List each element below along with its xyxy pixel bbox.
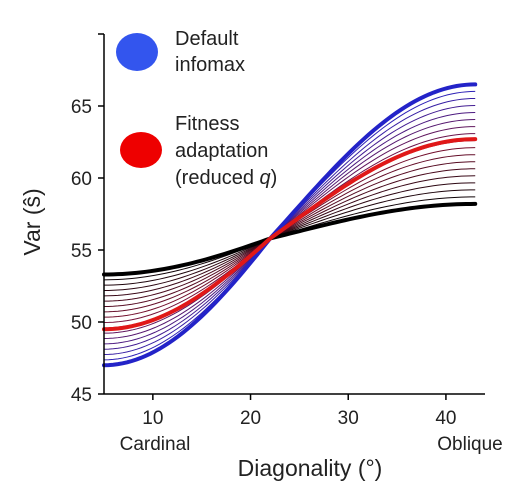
legend-label-fitness-line3: (reduced q) (175, 167, 277, 189)
x-tick-label: 40 (435, 408, 456, 429)
series-line-black (102, 201, 478, 277)
y-axis-title: Var (ŝ) (19, 188, 45, 255)
intermediate-curve (103, 112, 476, 345)
legend-marker-default-infomax (116, 33, 158, 71)
y-tick-label: 60 (71, 169, 92, 190)
legend-marker-fitness-adaptation (120, 132, 162, 168)
legend-label-fitness-line2: adaptation (175, 140, 268, 162)
legend-item-fitness-adaptation: Fitness adaptation (reduced q) (120, 113, 277, 189)
y-tick-label: 45 (71, 385, 92, 406)
legend-label-default-line2: infomax (175, 54, 245, 76)
x-tick-label: 30 (338, 408, 359, 429)
x-tick-label: 20 (240, 408, 261, 429)
intermediate-curve (103, 161, 476, 307)
x-ticks: 10 20 30 40 (142, 394, 456, 429)
legend-item-default-infomax: Default infomax (116, 28, 245, 76)
series-line-default-infomax (102, 82, 478, 368)
intermediate-curve (103, 168, 476, 302)
series-line-fitness-adaptation (102, 137, 478, 332)
legend: Default infomax Fitness adaptation (redu… (116, 28, 277, 189)
x-end-label-cardinal: Cardinal (120, 434, 191, 455)
x-axis-title: Diagonality (°) (238, 455, 383, 481)
intermediate-curve (103, 175, 476, 297)
legend-label-default-line1: Default (175, 28, 239, 50)
x-end-label-oblique: Oblique (437, 434, 503, 455)
intermediate-curve (103, 119, 476, 340)
x-tick-label: 10 (142, 408, 163, 429)
y-tick-label: 55 (71, 241, 92, 262)
y-tick-label: 50 (71, 313, 92, 334)
y-tick-label: 65 (71, 97, 92, 118)
y-ticks: 45 50 55 60 65 (71, 97, 104, 406)
intermediate-curve (103, 196, 476, 281)
intermediate-curve (103, 182, 476, 291)
legend-label-fitness-line1: Fitness (175, 113, 239, 135)
curve-group (102, 82, 478, 368)
